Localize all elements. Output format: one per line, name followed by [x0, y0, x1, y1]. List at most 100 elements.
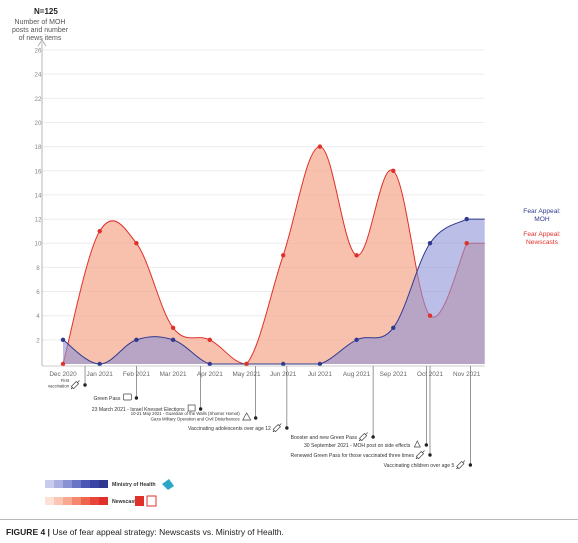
newscasts-legend-label: Newscasts — [112, 499, 139, 505]
ballot-icon — [187, 404, 196, 412]
moh-point — [281, 361, 286, 367]
y-tick-label: 20 — [35, 120, 42, 127]
x-tick-label: Sep 2021 — [380, 371, 408, 378]
event-label: 30 September 2021 - MOH post on side eff… — [304, 443, 411, 449]
moh-legend-swatch — [99, 480, 108, 488]
chart-title: N=125 — [34, 7, 58, 16]
newscasts-point — [207, 337, 212, 343]
y-tick-label: 4 — [36, 313, 40, 320]
moh-point — [134, 337, 139, 343]
moh-point — [427, 241, 433, 246]
syringe-needle — [365, 432, 368, 435]
moh-point — [391, 325, 396, 330]
event-label: Vaccinating children over age 5 — [384, 463, 455, 469]
moh-point — [464, 216, 469, 222]
newscasts-point — [427, 313, 433, 318]
operation-icon — [242, 412, 252, 421]
syringe-plunger — [70, 387, 73, 390]
newscasts-point — [134, 241, 139, 246]
x-tick-label: May 2021 — [232, 371, 261, 378]
y-tick-label: 14 — [35, 192, 42, 199]
moh-legend-swatch — [72, 480, 81, 488]
newscasts-series-label: Fear Appeal: — [523, 231, 561, 238]
axes — [37, 39, 485, 367]
moh-legend-label: Ministry of Health — [112, 482, 156, 488]
y-axis-label-line-3: of news items — [19, 35, 62, 42]
syringe-needle — [279, 423, 282, 426]
y-tick-label: 8 — [36, 265, 40, 272]
y-axis-arrow-icon — [37, 39, 47, 47]
event-marker — [428, 453, 432, 457]
x-tick-label: Aug 2021 — [343, 371, 371, 378]
syringe-icon — [358, 432, 368, 442]
x-tick-label: Jul 2021 — [308, 371, 333, 378]
news-channel-icon — [135, 496, 144, 506]
moh-point — [317, 361, 323, 367]
syringe-plunger — [415, 457, 418, 460]
moh-legend-swatch — [45, 480, 54, 488]
y-axis-label-line-1: Number of MOH — [15, 19, 66, 26]
y-tick-label: 22 — [35, 96, 42, 103]
y-tick-label: 24 — [35, 72, 42, 79]
moh-logo-icon — [162, 479, 174, 490]
syringe-plunger — [456, 467, 459, 470]
newscasts-point — [97, 228, 102, 234]
event-marker — [198, 407, 203, 411]
y-tick-label: 10 — [35, 241, 42, 248]
syringe-icon — [272, 423, 282, 433]
pass-icon — [123, 393, 132, 401]
newscasts-legend-swatch — [90, 497, 99, 505]
moh-point — [60, 337, 66, 343]
y-axis-label-line-2: posts and number — [12, 27, 69, 34]
x-tick-label: Apr 2021 — [197, 371, 223, 378]
x-tick-label: Jun 2021 — [270, 371, 297, 378]
newscasts-point — [170, 325, 176, 330]
y-tick-label: 16 — [35, 168, 42, 175]
moh-series-label: Fear Appeal: — [523, 208, 561, 215]
newscasts-legend-swatch — [45, 497, 54, 505]
newscasts-legend-swatch — [54, 497, 63, 505]
newscasts-legend-swatch — [72, 497, 81, 505]
x-tick-label: Nov 2021 — [453, 371, 481, 378]
y-tick-label: 6 — [36, 289, 40, 296]
y-tick-label: 12 — [35, 217, 42, 224]
newscasts-point — [354, 253, 359, 258]
syringe-needle — [422, 450, 425, 453]
moh-legend-swatch — [63, 480, 72, 488]
event-marker — [134, 396, 139, 400]
newscasts-legend-swatch — [81, 497, 90, 505]
event-label: 10-21 May 2021 - Guardian of the Walls (… — [131, 411, 241, 416]
event-marker — [468, 463, 473, 467]
newscasts-point — [464, 241, 469, 246]
x-tick-labels: Dec 2020 Jan 2021 Feb 2021 Mar 2021 Apr 2021… — [49, 371, 481, 378]
syringe-plunger — [358, 439, 361, 442]
legend: Ministry of Health Newscasts — [45, 479, 174, 507]
moh-point — [97, 361, 102, 367]
moh-point — [170, 337, 176, 343]
caption-rule — [0, 519, 578, 520]
moh-legend-swatch — [54, 480, 63, 488]
y-tick-label: 18 — [35, 144, 42, 151]
moh-legend-swatch — [81, 480, 90, 488]
y-tick-label: 26 — [35, 48, 42, 55]
event-marker — [253, 416, 258, 420]
newscasts-point — [60, 361, 66, 367]
moh-series-label: MOH — [534, 216, 550, 223]
x-tick-label: Mar 2021 — [160, 371, 187, 378]
newscasts-legend-swatch — [99, 497, 108, 505]
newscasts-series-label: Newscasts — [526, 239, 559, 246]
newscasts-legend-swatch — [63, 497, 72, 505]
event-label: 23 March 2021 - Israel Knesset Elections — [92, 407, 185, 413]
newscasts-point — [281, 253, 286, 258]
event-marker — [371, 435, 375, 439]
event-marker — [83, 383, 87, 387]
newscasts-area — [63, 146, 485, 364]
figure-caption-label: FIGURE 4 | — [6, 527, 50, 537]
series-areas — [62, 146, 485, 365]
event-label: Green Pass — [93, 396, 120, 402]
newscasts-point — [317, 144, 323, 149]
